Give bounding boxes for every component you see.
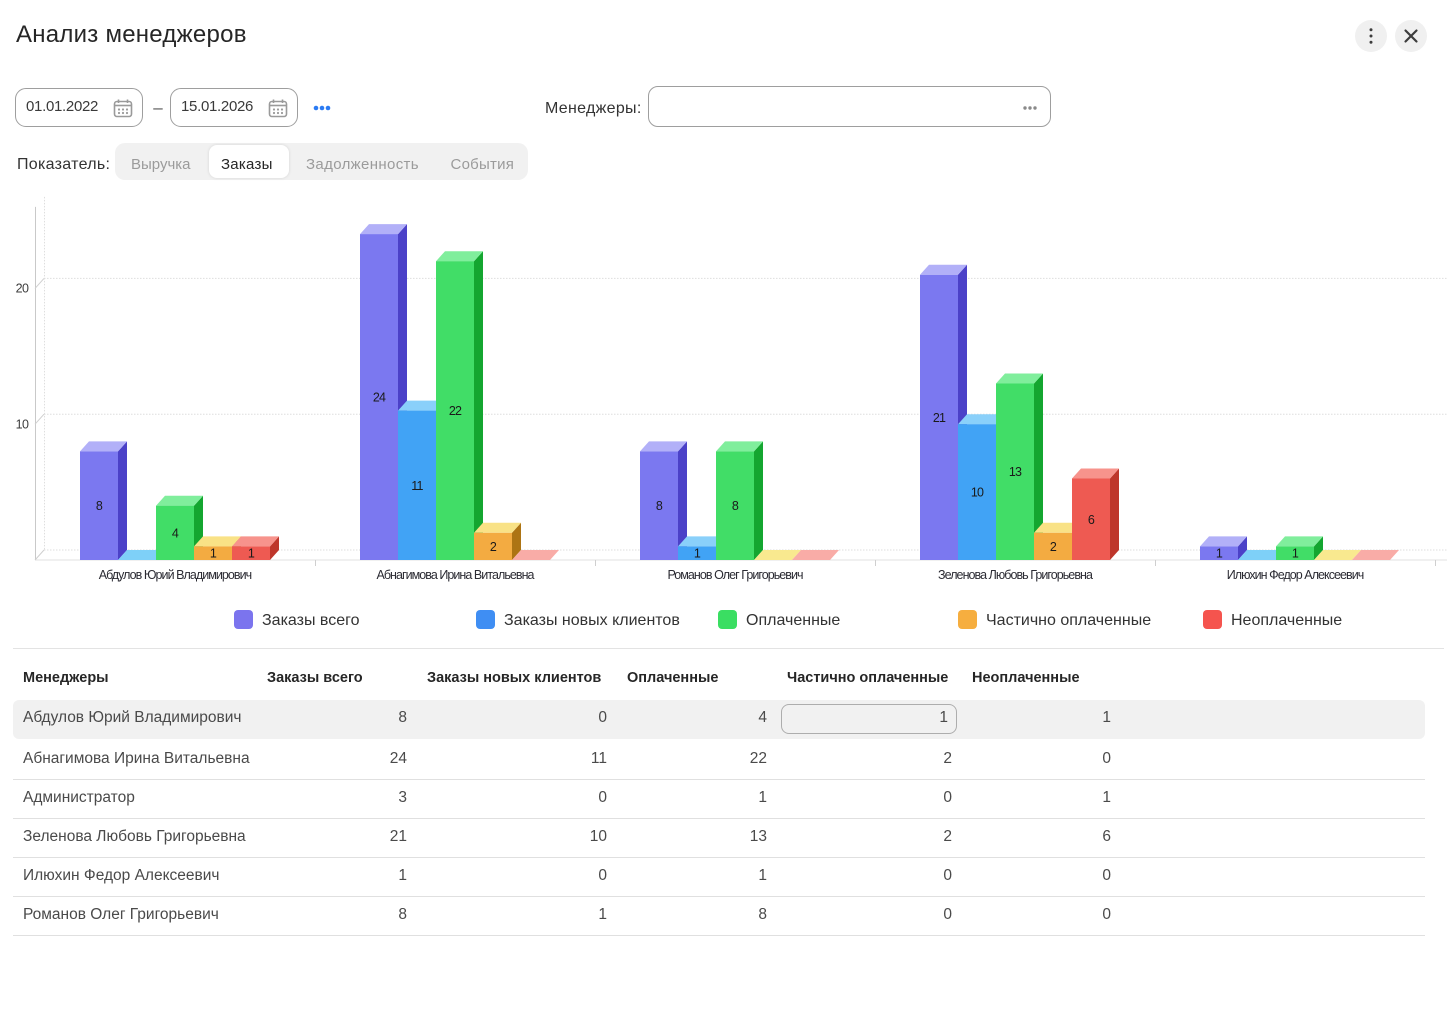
svg-text:1: 1	[210, 547, 217, 561]
svg-text:24: 24	[373, 391, 386, 405]
svg-text:13: 13	[1009, 465, 1022, 479]
svg-text:Абнагимова Ирина Витальевна: Абнагимова Ирина Витальевна	[376, 568, 534, 582]
svg-text:1: 1	[248, 547, 255, 561]
svg-text:20: 20	[16, 282, 29, 296]
svg-text:Зеленова Любовь Григорьевна: Зеленова Любовь Григорьевна	[938, 568, 1093, 582]
svg-text:22: 22	[449, 404, 462, 418]
svg-text:2: 2	[1050, 540, 1057, 554]
svg-text:Абдулов Юрий Владимирович: Абдулов Юрий Владимирович	[99, 568, 252, 582]
svg-text:11: 11	[411, 479, 423, 493]
svg-text:6: 6	[1088, 513, 1095, 527]
svg-text:Илюхин Федор Алексеевич: Илюхин Федор Алексеевич	[1227, 568, 1364, 582]
svg-text:4: 4	[172, 526, 179, 540]
svg-text:Романов Олег Григорьевич: Романов Олег Григорьевич	[667, 568, 803, 582]
svg-text:21: 21	[933, 411, 946, 425]
svg-text:10: 10	[16, 418, 29, 432]
svg-text:8: 8	[656, 499, 663, 513]
svg-text:8: 8	[732, 499, 739, 513]
svg-text:10: 10	[971, 486, 984, 500]
svg-text:1: 1	[694, 547, 701, 561]
svg-text:2: 2	[490, 540, 497, 554]
svg-text:1: 1	[1292, 547, 1299, 561]
svg-text:1: 1	[1216, 547, 1223, 561]
svg-text:8: 8	[96, 499, 103, 513]
